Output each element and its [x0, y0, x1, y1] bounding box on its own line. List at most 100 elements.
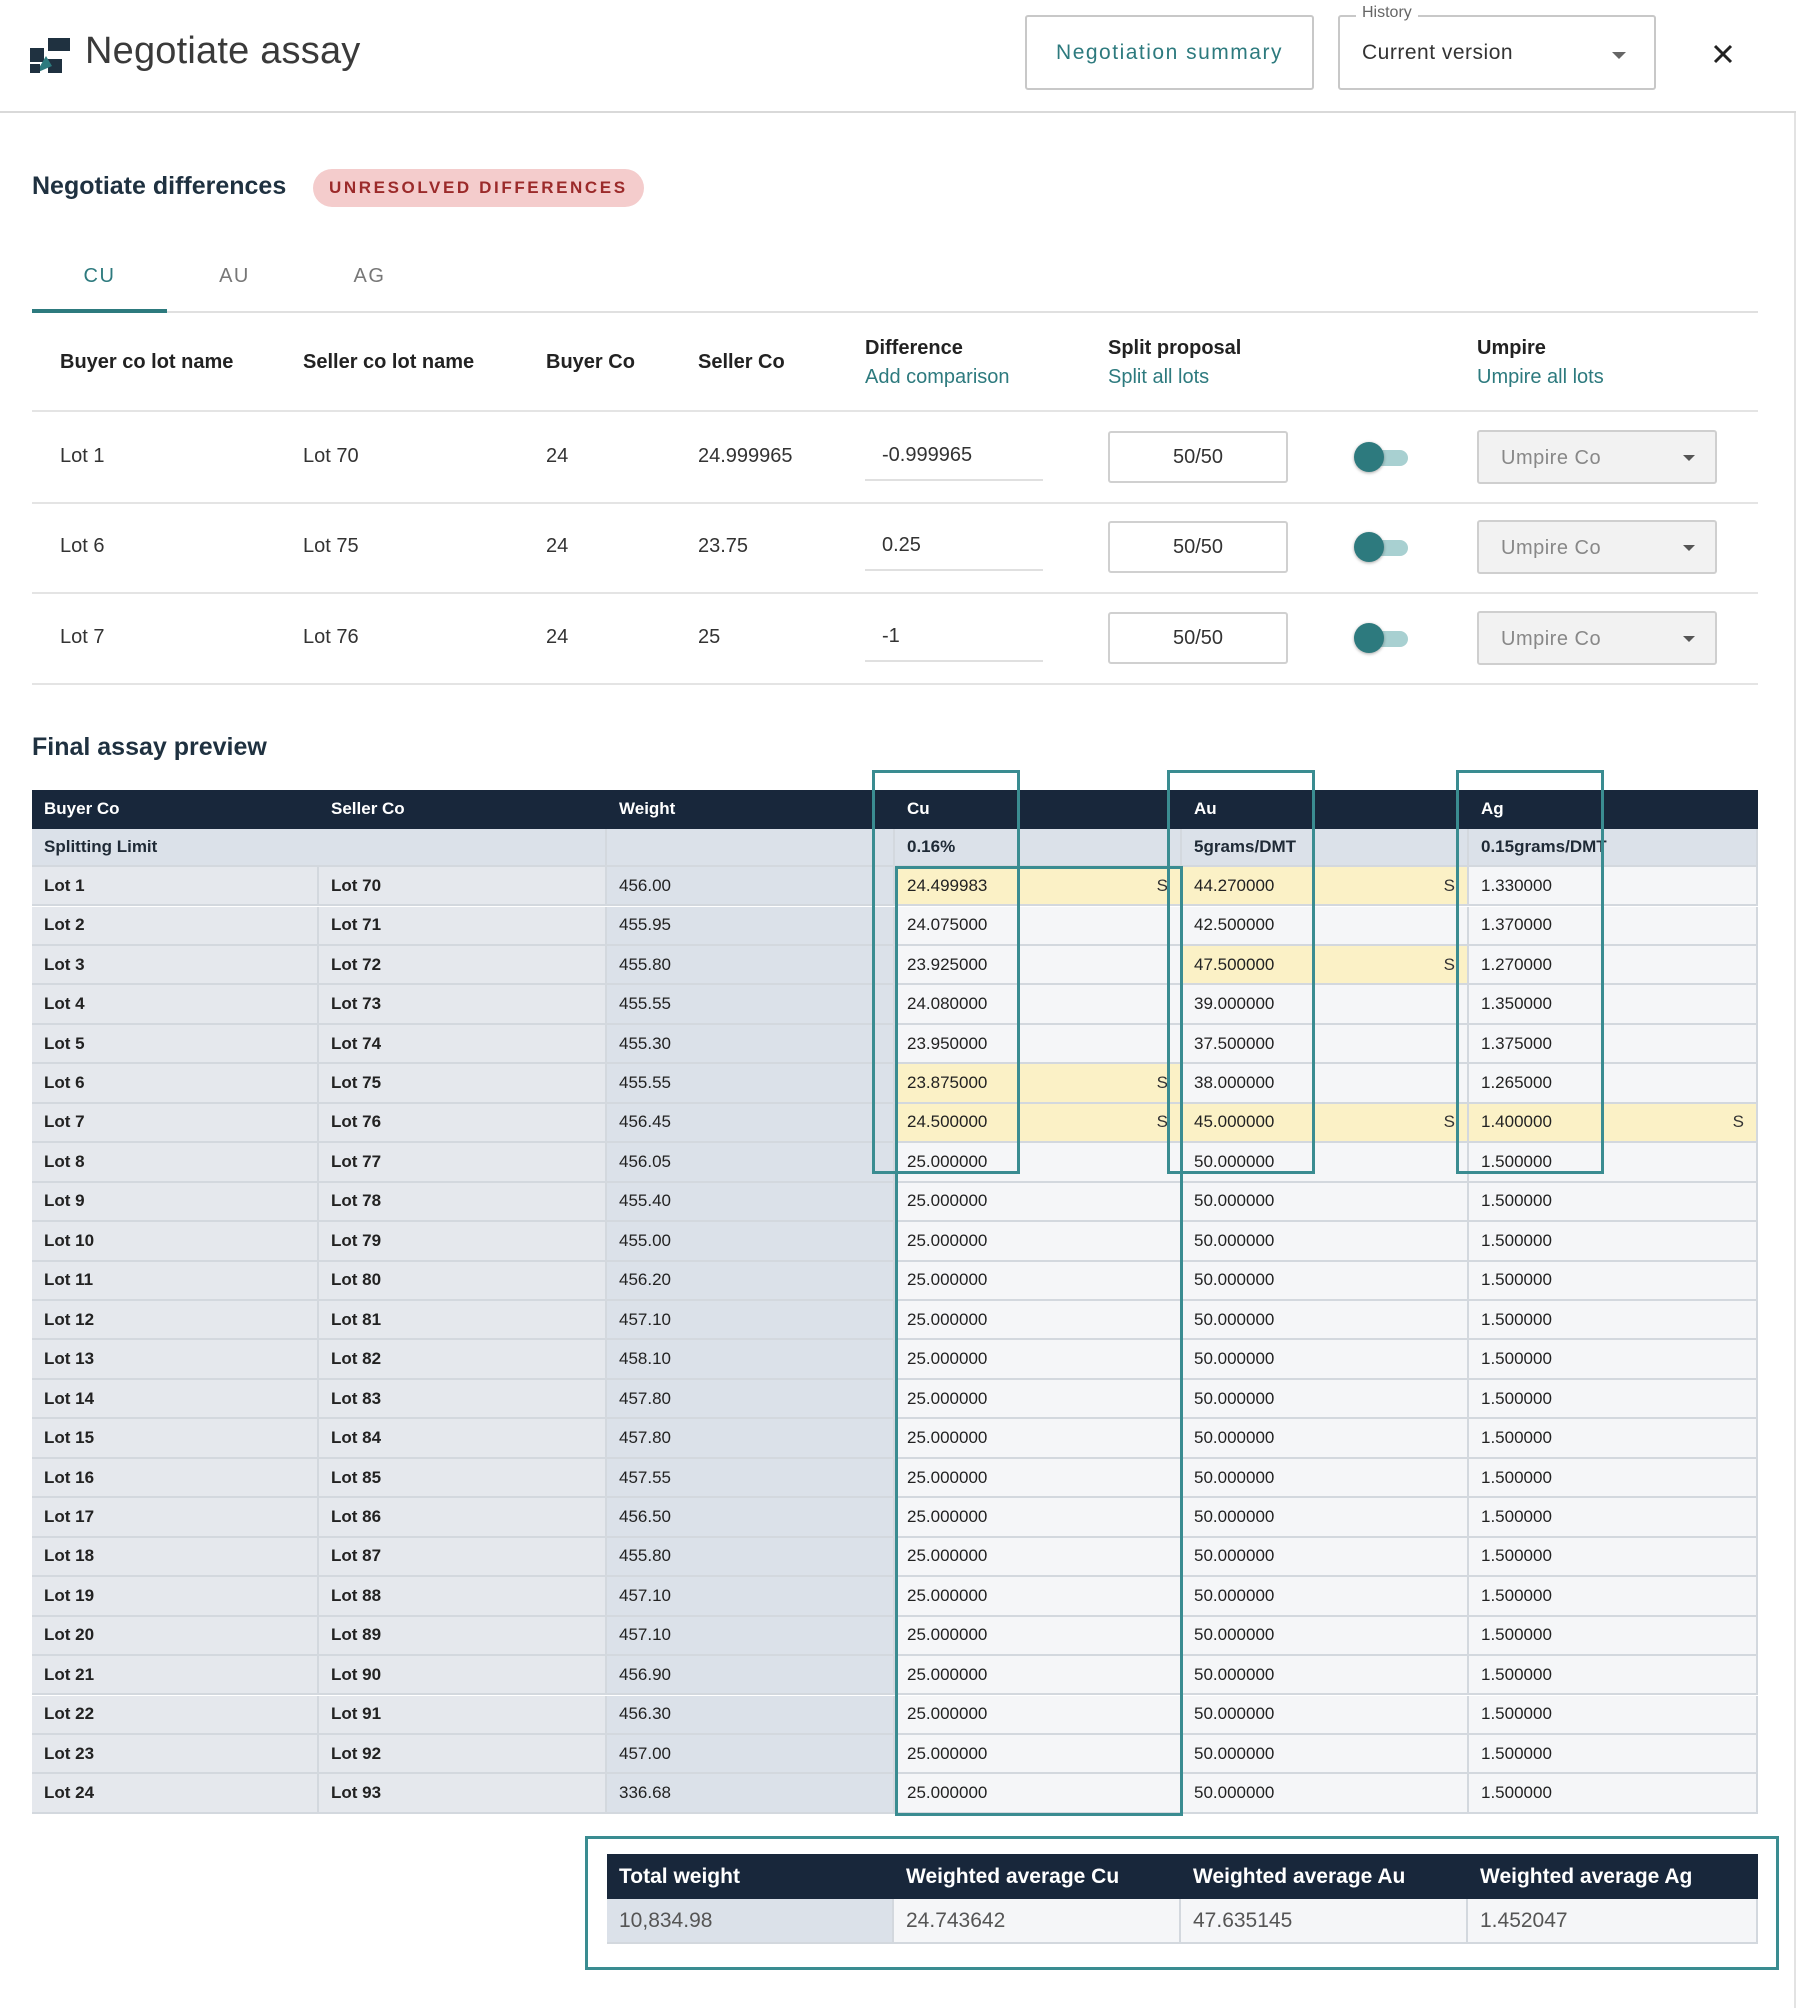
- split-proposal-input[interactable]: [1108, 431, 1288, 483]
- au-value: 42.500000: [1194, 915, 1275, 935]
- split-flag: S: [1732, 1112, 1744, 1132]
- weight-cell: 457.80: [607, 1379, 895, 1420]
- seller-lot-cell: Lot 90: [319, 1656, 607, 1696]
- weight-cell: 455.80: [607, 945, 895, 986]
- weight-cell: 456.00: [607, 867, 895, 907]
- buyer-lot-value: Lot 19: [44, 1585, 95, 1605]
- cu-value: 25.000000: [907, 1191, 988, 1211]
- buyer-value-cell: 24: [546, 445, 569, 467]
- seller-lot-cell: Lot 75: [303, 535, 359, 557]
- seller-lot-value: Lot 77: [331, 1151, 382, 1171]
- tab-cu[interactable]: CU: [83, 265, 116, 287]
- ag-value: 1.500000: [1481, 1506, 1552, 1526]
- cu-cell: 25.000000: [895, 1616, 1182, 1657]
- weight-value: 456.45: [619, 1112, 671, 1132]
- weight-value: 457.00: [619, 1743, 671, 1763]
- cu-value: 25.000000: [907, 1467, 988, 1487]
- close-icon[interactable]: [1705, 36, 1741, 72]
- split-proposal-input[interactable]: [1108, 612, 1288, 664]
- history-select[interactable]: Current version: [1338, 15, 1656, 90]
- umpire-toggle[interactable]: [1354, 532, 1410, 562]
- splitting-limit-label: Splitting Limit: [32, 829, 607, 867]
- au-value: 50.000000: [1194, 1349, 1275, 1369]
- tab-au[interactable]: AU: [219, 265, 250, 287]
- cu-cell: 25.000000: [895, 1734, 1182, 1775]
- buyer-lot-cell: Lot 7: [60, 626, 105, 648]
- section-title-final: Final assay preview: [32, 733, 267, 761]
- weight-value: 456.05: [619, 1151, 671, 1171]
- au-cell: 50.000000: [1182, 1774, 1469, 1814]
- split-all-lots-link[interactable]: Split all lots: [1108, 366, 1210, 388]
- ag-cell: 1.500000: [1469, 1616, 1758, 1657]
- split-flag: S: [1443, 1112, 1455, 1132]
- buyer-lot-value: Lot 17: [44, 1506, 95, 1526]
- seller-lot-value: Lot 87: [331, 1546, 382, 1566]
- weight-value: 455.40: [619, 1191, 671, 1211]
- ag-cell: 1.500000: [1469, 1143, 1758, 1183]
- buyer-lot-value: Lot 23: [44, 1743, 95, 1763]
- cu-cell: 25.000000: [895, 1261, 1182, 1301]
- ag-cell: 1.500000: [1469, 1498, 1758, 1538]
- weight-value: 455.55: [619, 1073, 671, 1093]
- difference-input[interactable]: [865, 431, 1043, 481]
- col-header-au: Au: [1182, 790, 1469, 829]
- ag-value: 1.500000: [1481, 1704, 1552, 1724]
- cu-cell: 24.499983 S: [895, 867, 1182, 907]
- difference-input[interactable]: [865, 521, 1043, 571]
- seller-lot-value: Lot 91: [331, 1704, 382, 1724]
- table-row: Lot 23 Lot 92 457.00 25.000000 50.000000 1.50…: [32, 1734, 1758, 1775]
- negotiation-summary-button[interactable]: Negotiation summary: [1025, 15, 1314, 90]
- buyer-lot-cell: Lot 9: [32, 1182, 319, 1223]
- buyer-lot-cell: Lot 1: [60, 445, 105, 467]
- umpire-select[interactable]: Umpire Co: [1477, 611, 1717, 665]
- chevron-down-icon: [1683, 636, 1695, 642]
- seller-lot-cell: Lot 74: [319, 1024, 607, 1065]
- buyer-lot-value: Lot 22: [44, 1704, 95, 1724]
- buyer-lot-cell: Lot 10: [32, 1222, 319, 1262]
- au-value: 50.000000: [1194, 1388, 1275, 1408]
- ag-value: 1.500000: [1481, 1625, 1552, 1645]
- totals-outline: [585, 1836, 1779, 1970]
- ag-value: 1.375000: [1481, 1033, 1552, 1053]
- ag-cell: 1.500000: [1469, 1419, 1758, 1459]
- umpire-toggle[interactable]: [1354, 623, 1410, 653]
- app-header: Negotiate assay Negotiation summary Curr…: [0, 0, 1796, 113]
- umpire-toggle[interactable]: [1354, 442, 1410, 472]
- seller-lot-cell: Lot 75: [319, 1064, 607, 1104]
- chevron-down-icon: [1683, 545, 1695, 551]
- weight-value: 455.80: [619, 954, 671, 974]
- weighted-ag-value: 1.452047: [1468, 1899, 1758, 1944]
- au-cell: 38.000000: [1182, 1064, 1469, 1104]
- table-row: Lot 14 Lot 83 457.80 25.000000 50.000000 1.50…: [32, 1379, 1758, 1420]
- table-row: Lot 17 Lot 86 456.50 25.000000 50.000000 1.50…: [32, 1498, 1758, 1538]
- tab-ag[interactable]: AG: [353, 265, 386, 287]
- buyer-lot-value: Lot 21: [44, 1664, 95, 1684]
- cu-value: 25.000000: [907, 1625, 988, 1645]
- ag-value: 1.500000: [1481, 1388, 1552, 1408]
- buyer-lot-value: Lot 1: [44, 875, 85, 895]
- weight-cell: 456.30: [607, 1695, 895, 1735]
- seller-lot-cell: Lot 92: [319, 1734, 607, 1775]
- au-cell: 50.000000: [1182, 1301, 1469, 1341]
- difference-input[interactable]: [865, 612, 1043, 662]
- weight-value: 457.10: [619, 1585, 671, 1605]
- splitting-limit-weight: [607, 829, 895, 867]
- split-flag: S: [1156, 875, 1168, 895]
- buyer-lot-cell: Lot 6: [32, 1064, 319, 1104]
- umpire-select[interactable]: Umpire Co: [1477, 430, 1717, 484]
- buyer-lot-cell: Lot 24: [32, 1774, 319, 1814]
- col-header-seller-lot: Seller co lot name: [303, 351, 475, 373]
- split-proposal-input[interactable]: [1108, 521, 1288, 573]
- ag-value: 1.500000: [1481, 1151, 1552, 1171]
- seller-lot-value: Lot 81: [331, 1309, 382, 1329]
- add-comparison-link[interactable]: Add comparison: [865, 366, 1010, 388]
- ag-cell: 1.500000: [1469, 1734, 1758, 1775]
- chevron-down-icon: [1683, 455, 1695, 461]
- au-cell: 39.000000: [1182, 985, 1469, 1025]
- buyer-lot-value: Lot 18: [44, 1546, 95, 1566]
- table-header-row: Buyer Co Seller Co Weight Cu Au Ag: [32, 790, 1758, 829]
- umpire-all-lots-link[interactable]: Umpire all lots: [1477, 366, 1604, 388]
- toggle-knob: [1354, 623, 1384, 653]
- section-title-negotiate: Negotiate differences: [32, 172, 287, 200]
- umpire-select[interactable]: Umpire Co: [1477, 520, 1717, 574]
